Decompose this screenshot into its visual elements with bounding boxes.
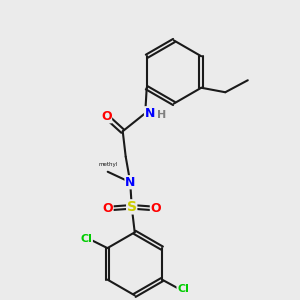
Text: N: N xyxy=(125,176,135,189)
Text: N: N xyxy=(145,107,155,120)
Text: Cl: Cl xyxy=(80,234,92,244)
Text: O: O xyxy=(150,202,161,215)
Text: S: S xyxy=(127,200,137,214)
Text: O: O xyxy=(101,110,112,123)
Text: O: O xyxy=(102,202,113,215)
Text: H: H xyxy=(157,110,166,120)
Text: methyl: methyl xyxy=(98,162,117,167)
Text: Cl: Cl xyxy=(177,284,189,294)
